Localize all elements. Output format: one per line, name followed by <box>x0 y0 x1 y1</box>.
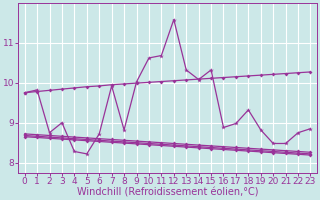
X-axis label: Windchill (Refroidissement éolien,°C): Windchill (Refroidissement éolien,°C) <box>77 187 258 197</box>
